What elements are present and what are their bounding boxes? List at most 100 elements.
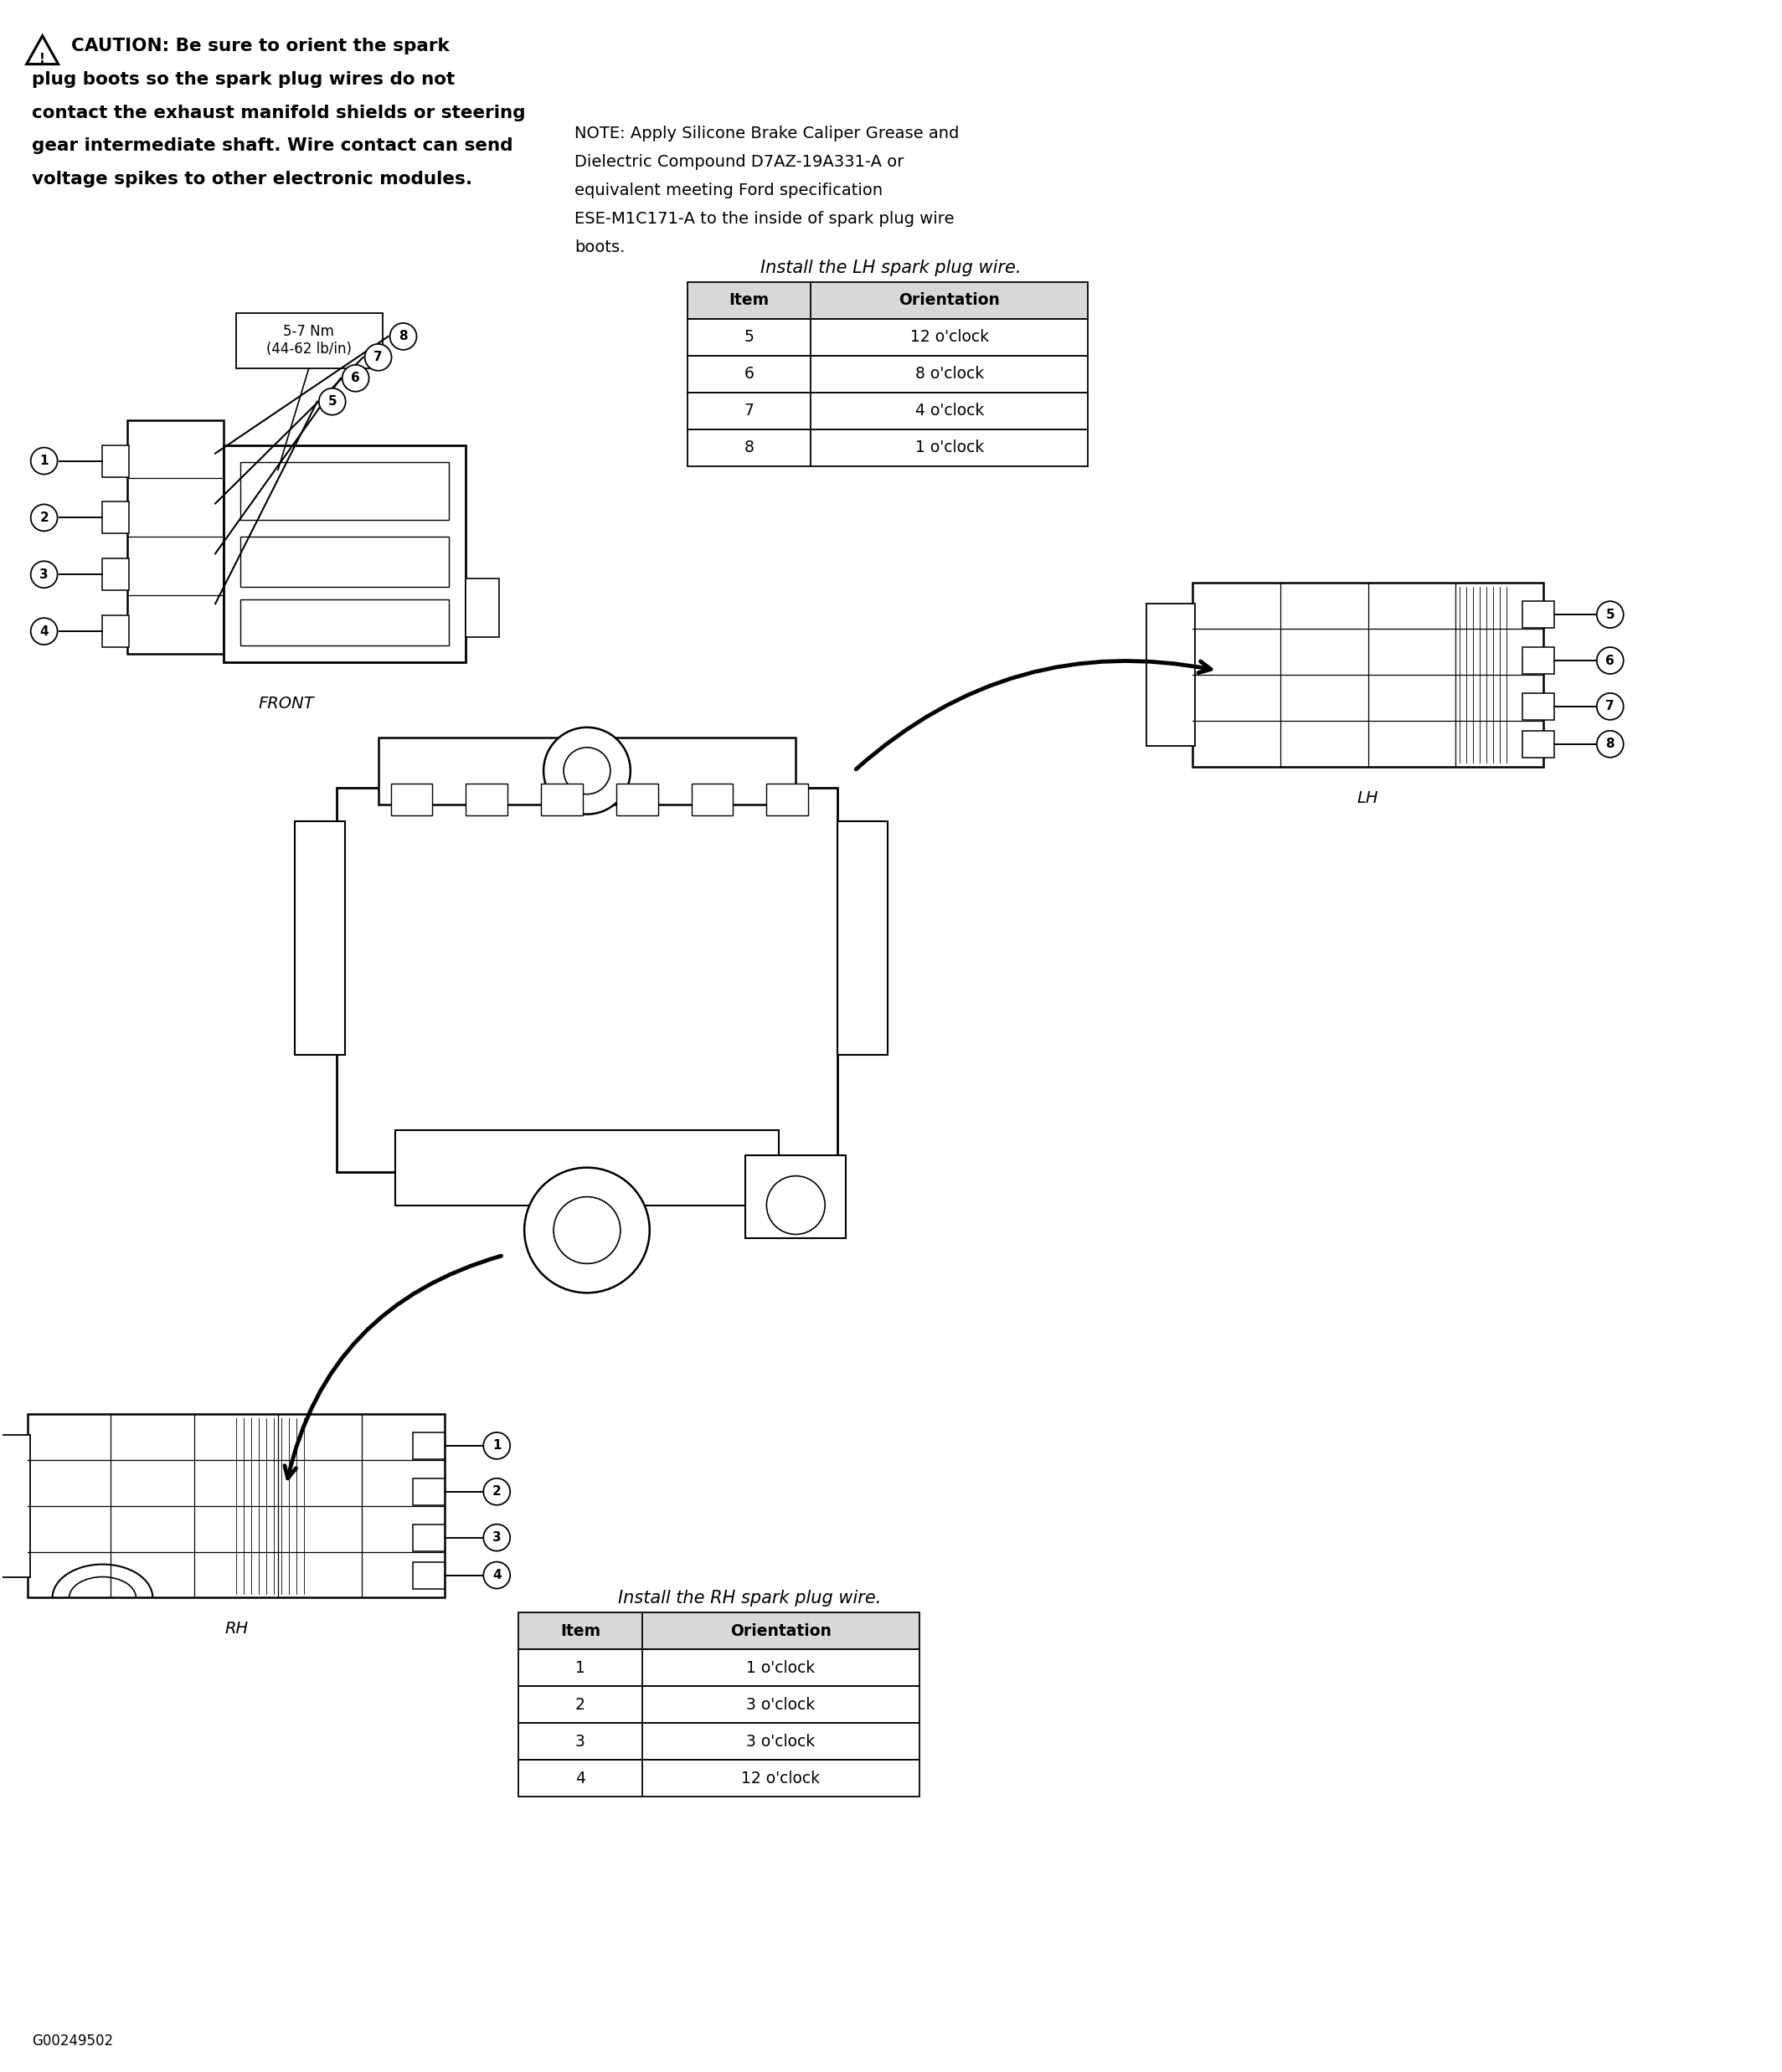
Text: G00249502: G00249502 — [32, 2035, 112, 2049]
Bar — [542, 783, 583, 814]
Text: 2: 2 — [576, 1697, 584, 1714]
Text: equivalent meeting Ford specification: equivalent meeting Ford specification — [574, 182, 882, 199]
Text: Install the LH spark plug wire.: Install the LH spark plug wire. — [761, 259, 1021, 276]
Bar — [413, 1477, 446, 1504]
Bar — [1522, 731, 1554, 758]
Text: Dielectric Compound D7AZ-19A331-A or: Dielectric Compound D7AZ-19A331-A or — [574, 153, 903, 170]
Bar — [337, 787, 838, 1173]
Bar — [465, 783, 508, 814]
Text: 8: 8 — [1606, 738, 1614, 750]
Text: 7: 7 — [374, 350, 383, 363]
Text: plug boots so the spark plug wires do not: plug boots so the spark plug wires do no… — [32, 70, 454, 87]
Circle shape — [1597, 731, 1623, 758]
Bar — [103, 445, 130, 477]
Bar — [465, 578, 499, 638]
Bar — [241, 462, 449, 520]
Bar — [1522, 694, 1554, 719]
Text: contact the exhaust manifold shields or steering: contact the exhaust manifold shields or … — [32, 104, 526, 120]
Bar — [519, 1649, 920, 1687]
Text: 4 o'clock: 4 o'clock — [914, 402, 984, 419]
Text: 1 o'clock: 1 o'clock — [747, 1660, 814, 1676]
Text: Install the RH spark plug wire.: Install the RH spark plug wire. — [618, 1589, 882, 1606]
Text: 4: 4 — [39, 626, 48, 638]
Text: 2: 2 — [492, 1486, 501, 1498]
Text: ESE-M1C171-A to the inside of spark plug wire: ESE-M1C171-A to the inside of spark plug… — [574, 211, 953, 228]
Text: LH: LH — [1358, 789, 1379, 806]
Bar — [1192, 582, 1543, 767]
Circle shape — [544, 727, 631, 814]
Text: 3 o'clock: 3 o'clock — [747, 1697, 814, 1714]
Text: 8: 8 — [745, 439, 754, 456]
Text: 3: 3 — [576, 1734, 584, 1749]
Bar — [128, 421, 225, 655]
Text: 12 o'clock: 12 o'clock — [741, 1769, 820, 1786]
Text: 5: 5 — [1606, 609, 1614, 622]
Bar — [413, 1432, 446, 1459]
Bar — [766, 783, 809, 814]
Circle shape — [1597, 601, 1623, 628]
Bar — [519, 1759, 920, 1796]
Text: NOTE: Apply Silicone Brake Caliper Grease and: NOTE: Apply Silicone Brake Caliper Greas… — [574, 126, 959, 141]
Text: 3: 3 — [492, 1531, 501, 1544]
Text: gear intermediate shaft. Wire contact can send: gear intermediate shaft. Wire contact ca… — [32, 137, 513, 155]
Circle shape — [30, 562, 57, 588]
Bar — [1522, 646, 1554, 673]
Bar — [294, 821, 344, 1055]
Bar — [688, 356, 1089, 392]
Bar — [838, 821, 887, 1055]
Text: Orientation: Orientation — [731, 1622, 832, 1639]
Text: 4: 4 — [492, 1569, 501, 1581]
Circle shape — [30, 617, 57, 644]
Bar — [225, 445, 465, 663]
Bar — [237, 313, 383, 369]
Text: CAUTION: Be sure to orient the spark: CAUTION: Be sure to orient the spark — [71, 37, 449, 54]
Text: 1: 1 — [39, 454, 48, 466]
Bar — [413, 1562, 446, 1589]
Bar — [241, 599, 449, 646]
Text: 5-7 Nm
(44-62 lb/in): 5-7 Nm (44-62 lb/in) — [266, 325, 351, 356]
Text: 6: 6 — [745, 367, 754, 381]
Bar — [688, 429, 1089, 466]
Text: 6: 6 — [351, 373, 360, 385]
Bar — [241, 537, 449, 586]
Bar — [688, 282, 1089, 319]
Text: 8: 8 — [399, 329, 408, 342]
Circle shape — [483, 1477, 510, 1504]
Text: Item: Item — [560, 1622, 601, 1639]
Bar — [691, 783, 732, 814]
Circle shape — [563, 748, 611, 794]
Circle shape — [483, 1432, 510, 1459]
Text: boots.: boots. — [574, 240, 625, 255]
Text: 6: 6 — [1606, 655, 1614, 667]
Bar — [378, 738, 797, 804]
Circle shape — [766, 1177, 825, 1235]
Circle shape — [1597, 694, 1623, 719]
Bar — [519, 1612, 920, 1649]
Bar — [1146, 603, 1196, 746]
Bar — [688, 392, 1089, 429]
Bar — [103, 559, 130, 591]
Bar — [1522, 601, 1554, 628]
Text: 5: 5 — [745, 329, 754, 346]
Bar — [519, 1687, 920, 1724]
Text: RH: RH — [225, 1620, 248, 1637]
Text: 1: 1 — [576, 1660, 584, 1676]
Text: FRONT: FRONT — [258, 696, 314, 711]
Bar — [413, 1525, 446, 1552]
Text: 4: 4 — [576, 1769, 584, 1786]
Bar — [688, 319, 1089, 356]
Circle shape — [1597, 646, 1623, 673]
Bar — [103, 615, 130, 646]
Bar — [519, 1724, 920, 1759]
Circle shape — [390, 323, 417, 350]
Text: 3: 3 — [39, 568, 48, 580]
Bar — [617, 783, 658, 814]
Bar — [390, 783, 433, 814]
Text: 12 o'clock: 12 o'clock — [911, 329, 989, 346]
Circle shape — [365, 344, 392, 371]
Circle shape — [319, 387, 346, 414]
Bar — [27, 1413, 446, 1598]
Bar — [0, 1434, 30, 1577]
Text: voltage spikes to other electronic modules.: voltage spikes to other electronic modul… — [32, 172, 472, 189]
Text: 2: 2 — [39, 512, 48, 524]
